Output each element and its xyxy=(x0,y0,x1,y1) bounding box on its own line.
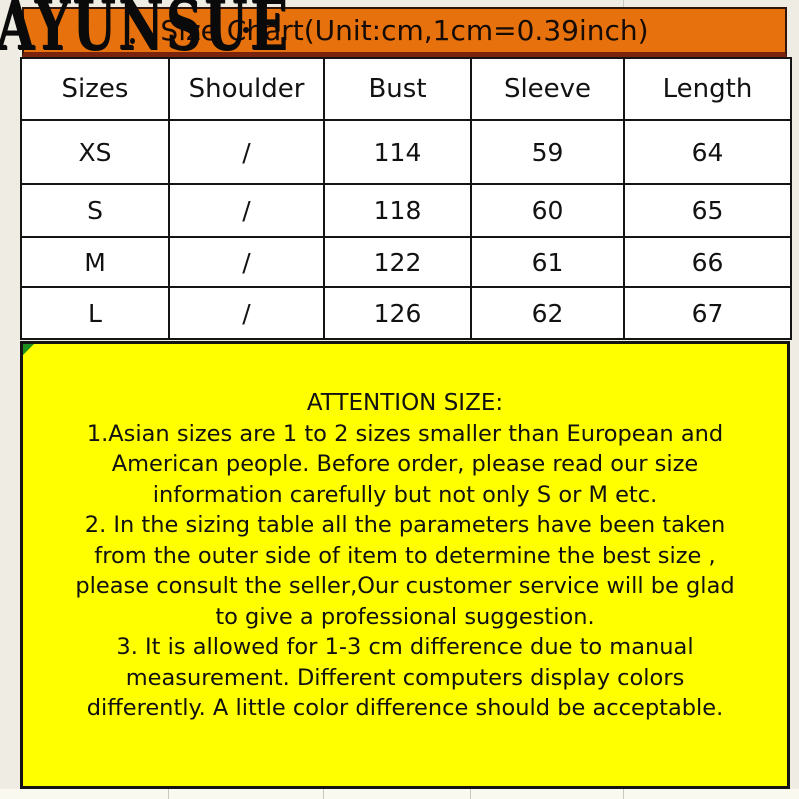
table-row-l: L / 126 62 67 xyxy=(20,286,792,340)
table-cell: M xyxy=(20,236,170,288)
table-cell: / xyxy=(168,183,325,238)
attention-line: please consult the seller,Our customer s… xyxy=(75,573,735,599)
attention-line: to give a professional suggestion. xyxy=(215,603,595,630)
page-title: Size Chart(Unit:cm,1cm=0.39inch) xyxy=(160,14,649,47)
table-cell: 64 xyxy=(623,119,792,185)
column-header-length: Length xyxy=(623,57,792,121)
table-cell: 67 xyxy=(623,286,792,340)
attention-line: 1.Asian sizes are 1 to 2 sizes smaller t… xyxy=(86,420,724,447)
table-cell: 61 xyxy=(470,236,625,288)
table-cell: 62 xyxy=(470,286,625,340)
sheet-grid-strip xyxy=(0,789,799,799)
table-cell: S xyxy=(20,183,170,238)
attention-line: measurement. Different computers display… xyxy=(125,664,685,691)
size-table: Sizes Shoulder Bust Sleeve Length XS / 1… xyxy=(20,57,792,340)
table-cell: / xyxy=(168,286,325,340)
green-corner-marker xyxy=(23,344,34,355)
ink-dot xyxy=(243,27,249,33)
table-cell: 65 xyxy=(623,183,792,238)
table-cell: 118 xyxy=(323,183,472,238)
table-cell: 66 xyxy=(623,236,792,288)
table-cell: L xyxy=(20,286,170,340)
attention-line: differently. A little color difference s… xyxy=(86,695,724,721)
table-cell: / xyxy=(168,119,325,185)
grid-line xyxy=(470,789,471,799)
brand-watermark: AYUNSUE xyxy=(0,0,291,66)
ink-dot xyxy=(130,38,135,44)
title-bar: Size Chart(Unit:cm,1cm=0.39inch) xyxy=(22,7,787,57)
table-cell: 122 xyxy=(323,236,472,288)
table-cell: / xyxy=(168,236,325,288)
attention-line: 2. In the sizing table all the parameter… xyxy=(84,512,726,538)
table-cell: XS xyxy=(20,119,170,185)
attention-line: American people. Before order, please re… xyxy=(111,451,699,477)
table-cell: 60 xyxy=(470,183,625,238)
attention-box: ATTENTION SIZE: 1.Asian sizes are 1 to 2… xyxy=(20,341,790,789)
attention-heading: ATTENTION SIZE: xyxy=(306,390,504,416)
table-row-xs: XS / 114 59 64 xyxy=(20,119,792,185)
table-header-row: Sizes Shoulder Bust Sleeve Length xyxy=(20,57,792,121)
attention-line: 3. It is allowed for 1-3 cm difference d… xyxy=(116,634,694,660)
grid-line xyxy=(323,789,324,799)
attention-line: information carefully but not only S or … xyxy=(152,481,658,508)
column-header-bust: Bust xyxy=(323,57,472,121)
table-cell: 114 xyxy=(323,119,472,185)
grid-line xyxy=(623,0,624,7)
grid-line xyxy=(168,789,169,799)
column-header-sizes: Sizes xyxy=(20,57,170,121)
column-header-sleeve: Sleeve xyxy=(470,57,625,121)
attention-line: from the outer side of item to determine… xyxy=(94,542,716,569)
table-cell: 59 xyxy=(470,119,625,185)
grid-line xyxy=(623,789,624,799)
column-header-shoulder: Shoulder xyxy=(168,57,325,121)
table-row-m: M / 122 61 66 xyxy=(20,236,792,288)
table-cell: 126 xyxy=(323,286,472,340)
table-row-s: S / 118 60 65 xyxy=(20,183,792,238)
attention-content: ATTENTION SIZE: 1.Asian sizes are 1 to 2… xyxy=(23,344,787,724)
